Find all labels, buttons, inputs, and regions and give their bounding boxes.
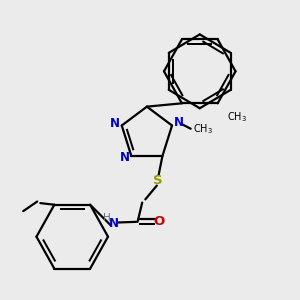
Text: N: N	[109, 217, 119, 230]
Text: CH$_3$: CH$_3$	[227, 110, 247, 124]
Text: H: H	[103, 213, 111, 223]
Text: N: N	[174, 116, 184, 129]
Text: O: O	[154, 215, 165, 228]
Text: S: S	[153, 174, 163, 187]
Text: N: N	[110, 117, 120, 130]
Text: CH$_3$: CH$_3$	[193, 122, 213, 136]
Text: N: N	[119, 151, 130, 164]
